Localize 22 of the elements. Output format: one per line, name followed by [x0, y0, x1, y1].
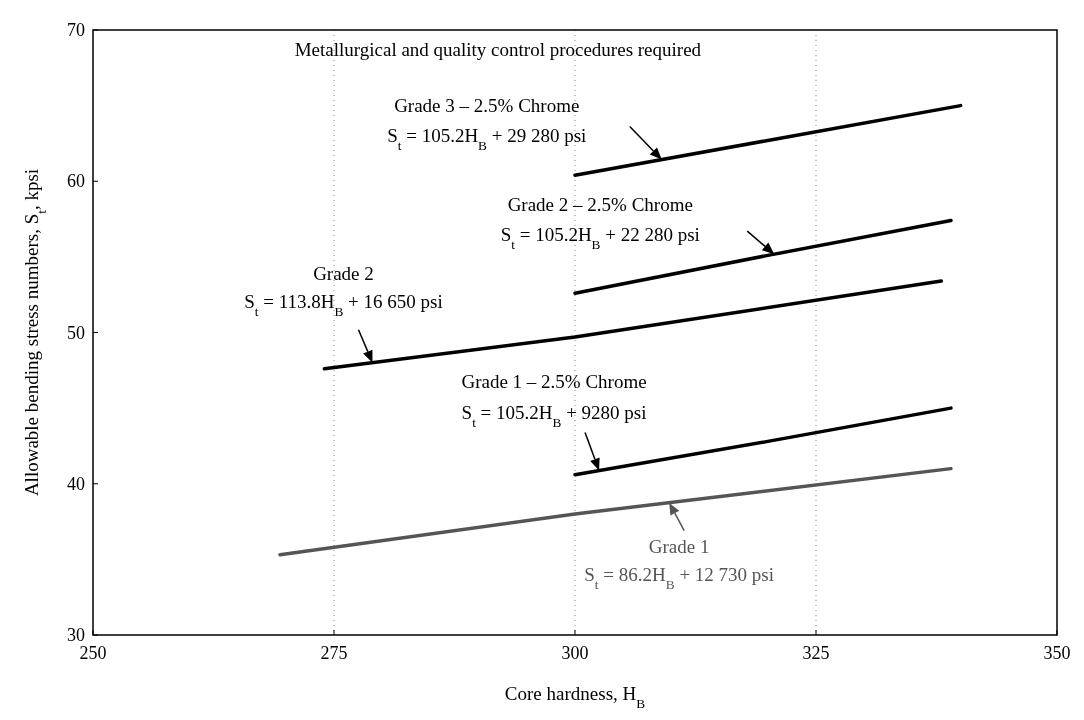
annotation: S$_{t}$ = 105.2H$_{B}$ + 29 280 psi [387, 124, 587, 153]
y-tick-label: 30 [67, 625, 85, 645]
annotation: Grade 1 – 2.5% Chrome [461, 370, 647, 392]
annotation: Grade 1 [648, 535, 710, 557]
x-tick-label: 325 [802, 643, 830, 663]
text: Metallurgical and quality control procedures required [294, 39, 702, 60]
annotation: Grade 2 [313, 262, 374, 284]
x-axis-title: Core hardness, H$_{B}$ [504, 683, 646, 711]
x-tick-label: 350 [1043, 643, 1071, 663]
annotation: Grade 3 – 2.5% Chrome [394, 94, 580, 116]
y-tick-label: 60 [67, 171, 85, 192]
annotation: S$_{t}$ = 105.2H$_{B}$ + 22 280 psi [500, 224, 700, 252]
y-tick-label: 50 [67, 322, 85, 343]
y-tick-label: 40 [67, 473, 85, 494]
y-tick-label: 70 [67, 20, 85, 40]
annotation: S$_{t}$ = 86.2H$_{B}$ + 12 730 psi [584, 563, 775, 592]
x-tick-label: 300 [561, 643, 589, 663]
annotation: S$_{t}$ = 105.2H$_{B}$ + 9280 psi [461, 401, 647, 430]
annotation: S$_{t}$ = 113.8H$_{B}$ + 16 650 psi [244, 290, 443, 319]
x-tick-label: 250 [79, 643, 107, 663]
annotation: Grade 2 – 2.5% Chrome [507, 194, 693, 216]
x-tick-label: 275 [320, 643, 348, 663]
